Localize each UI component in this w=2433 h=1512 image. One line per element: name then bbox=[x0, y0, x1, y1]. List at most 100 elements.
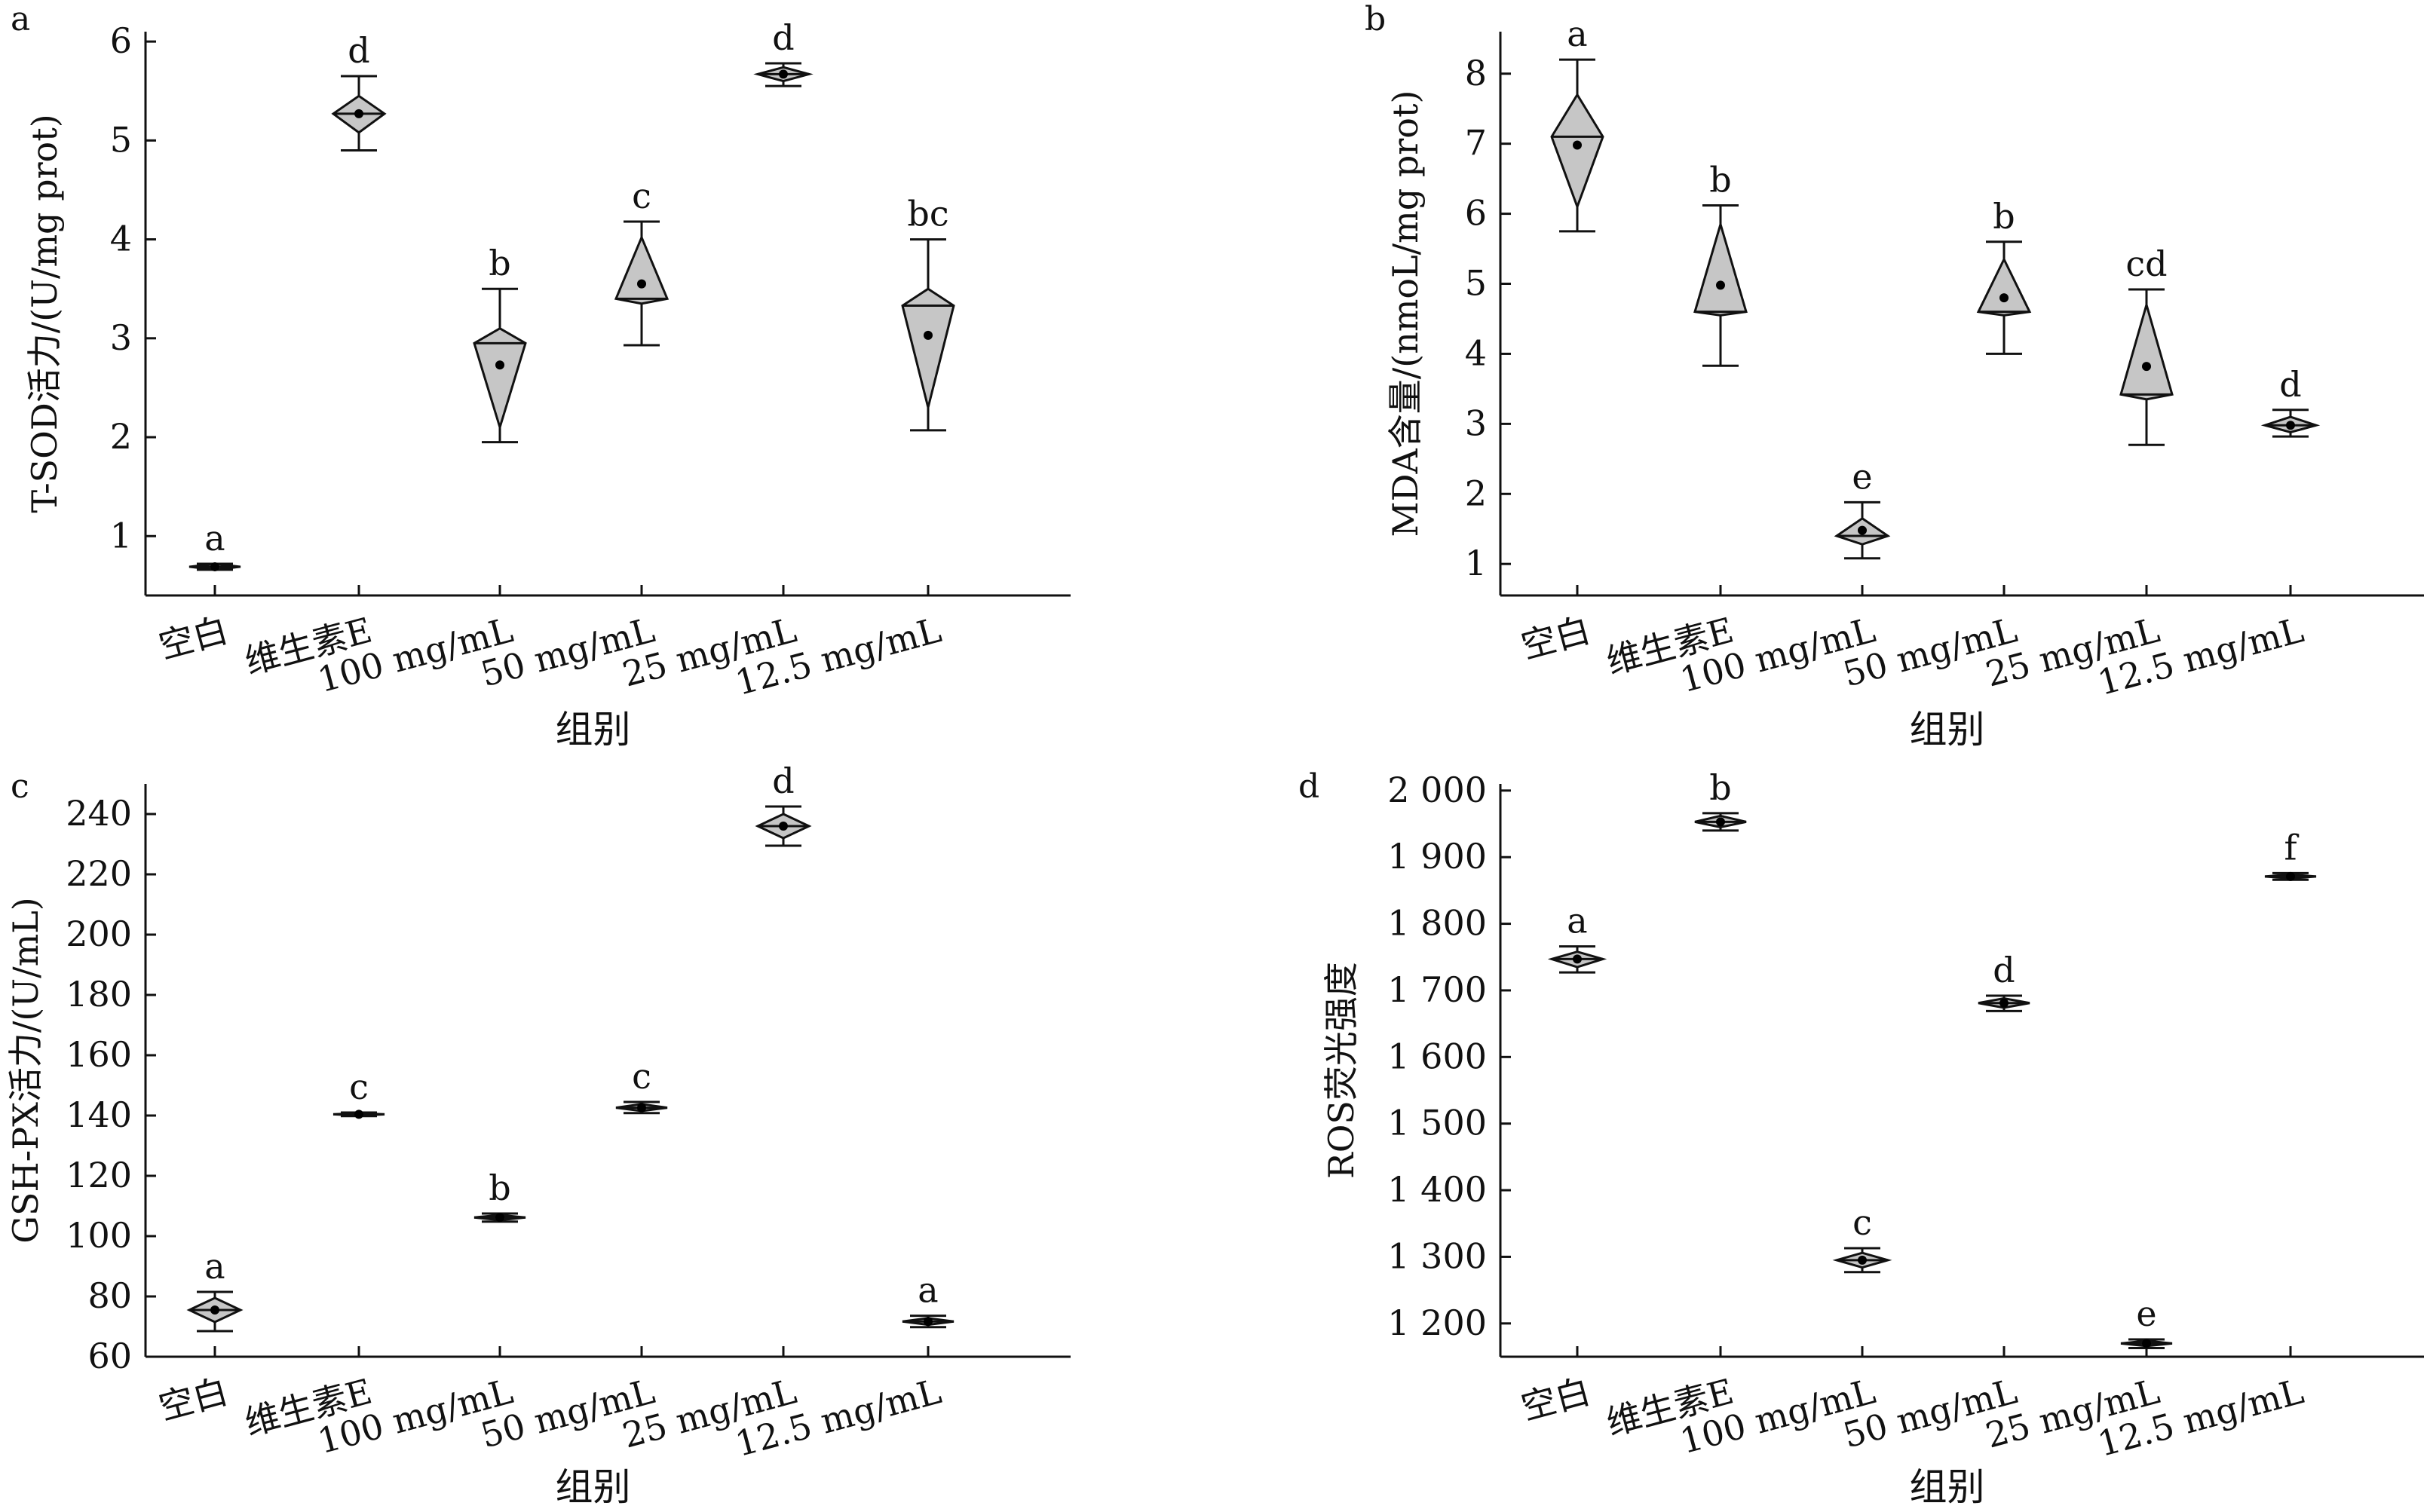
violin-body bbox=[2119, 300, 2174, 401]
y-tick-label: 160 bbox=[66, 1034, 132, 1075]
x-axis-label: 组别 bbox=[556, 1465, 631, 1509]
x-tick-label: 空白 bbox=[155, 609, 232, 666]
violin-body bbox=[473, 326, 527, 432]
violin-body bbox=[1976, 256, 2032, 317]
y-tick-label: 2 bbox=[1465, 473, 1487, 513]
significance-label: bc bbox=[907, 194, 948, 234]
mean-marker bbox=[924, 330, 933, 340]
mean-marker bbox=[495, 360, 504, 370]
significance-label: a bbox=[204, 1246, 225, 1287]
y-tick-label: 60 bbox=[87, 1336, 132, 1376]
mean-marker bbox=[637, 1103, 646, 1113]
significance-label: d bbox=[2279, 364, 2301, 405]
mean-marker bbox=[354, 1110, 363, 1119]
x-axis-label: 组别 bbox=[1910, 1465, 1985, 1509]
panel-label: b bbox=[1365, 0, 1386, 38]
y-axis-label: GSH-PX活力/(U/mL) bbox=[5, 897, 46, 1243]
mean-marker bbox=[495, 1213, 504, 1223]
violin-body bbox=[901, 287, 955, 409]
mean-marker bbox=[2286, 871, 2295, 881]
mean-marker bbox=[924, 1317, 933, 1327]
y-tick-label: 1 300 bbox=[1387, 1235, 1487, 1276]
significance-label: b bbox=[1709, 767, 1731, 808]
x-axis-label: 组别 bbox=[1910, 708, 1985, 751]
y-axis-label: T-SOD活力/(U/mg prot) bbox=[24, 114, 65, 513]
y-tick-label: 8 bbox=[1465, 53, 1487, 93]
mean-marker bbox=[1999, 998, 2009, 1008]
x-axis-label: 组别 bbox=[556, 708, 631, 751]
significance-label: a bbox=[1567, 14, 1587, 54]
y-tick-label: 200 bbox=[66, 914, 132, 954]
mean-marker bbox=[637, 279, 646, 289]
y-tick-label: 1 400 bbox=[1387, 1169, 1487, 1210]
mean-marker bbox=[1573, 954, 1582, 964]
y-tick-label: 80 bbox=[87, 1275, 132, 1316]
x-tick-label: 空白 bbox=[1517, 609, 1595, 666]
mean-marker bbox=[1858, 525, 1867, 535]
significance-label: d bbox=[1993, 950, 2015, 990]
panel-label: d bbox=[1298, 767, 1319, 806]
mean-marker bbox=[779, 69, 788, 79]
y-tick-label: 2 000 bbox=[1387, 770, 1487, 810]
y-tick-label: 3 bbox=[1465, 402, 1487, 443]
mean-marker bbox=[1858, 1255, 1867, 1265]
mean-marker bbox=[1999, 293, 2009, 303]
y-axis-label: ROS荧光强度 bbox=[1321, 962, 1362, 1179]
significance-label: e bbox=[2136, 1293, 2156, 1334]
y-tick-label: 6 bbox=[1465, 193, 1487, 234]
y-tick-label: 6 bbox=[110, 20, 132, 61]
y-tick-label: 5 bbox=[110, 119, 132, 160]
panel-d: d 1 200 1 300 1 400 1 500 1 600 1 700 1 800 1 90… bbox=[1298, 767, 2424, 1509]
y-tick-label: 140 bbox=[66, 1094, 132, 1135]
mean-marker bbox=[1716, 817, 1725, 827]
significance-label: c bbox=[349, 1067, 369, 1107]
y-tick-label: 1 bbox=[1465, 543, 1487, 583]
mean-marker bbox=[2142, 1339, 2151, 1348]
y-tick-label: 1 700 bbox=[1387, 969, 1487, 1010]
y-tick-label: 3 bbox=[110, 317, 132, 358]
y-tick-label: 7 bbox=[1465, 123, 1487, 164]
y-tick-label: 4 bbox=[1465, 332, 1487, 373]
mean-marker bbox=[1716, 280, 1725, 290]
mean-marker bbox=[2142, 362, 2151, 372]
violin-body bbox=[1693, 220, 1748, 317]
significance-label: b bbox=[489, 1168, 510, 1208]
y-tick-label: 220 bbox=[66, 853, 132, 894]
violin-body bbox=[1550, 92, 1604, 210]
significance-label: f bbox=[2284, 827, 2299, 868]
significance-label: c bbox=[632, 176, 651, 216]
violin-body bbox=[614, 234, 670, 305]
panel-label: c bbox=[11, 767, 29, 806]
significance-label: a bbox=[1567, 901, 1587, 941]
y-tick-label: 4 bbox=[110, 219, 132, 259]
significance-label: a bbox=[204, 518, 225, 559]
y-tick-label: 120 bbox=[66, 1155, 132, 1195]
panel-label: a bbox=[11, 0, 30, 38]
mean-marker bbox=[210, 1305, 219, 1315]
significance-label: b bbox=[489, 243, 510, 283]
y-tick-label: 180 bbox=[66, 974, 132, 1015]
significance-label: d bbox=[348, 30, 369, 71]
x-tick-label: 空白 bbox=[1517, 1370, 1595, 1428]
significance-label: b bbox=[1709, 159, 1731, 200]
mean-marker bbox=[1573, 140, 1582, 150]
mean-marker bbox=[779, 822, 788, 831]
significance-label: d bbox=[772, 761, 794, 801]
significance-label: cd bbox=[2125, 243, 2167, 284]
significance-label: e bbox=[1852, 456, 1872, 497]
mean-marker bbox=[2286, 421, 2295, 430]
mean-marker bbox=[210, 562, 219, 571]
y-tick-label: 1 800 bbox=[1387, 903, 1487, 944]
y-tick-label: 5 bbox=[1465, 263, 1487, 304]
significance-label: b bbox=[1993, 196, 2015, 237]
panel-c: c 60 80 100 120 140 160 180 200 220 240 GSH-PX活力/(U… bbox=[5, 761, 1071, 1509]
significance-label: c bbox=[1852, 1202, 1872, 1243]
y-tick-label: 1 600 bbox=[1387, 1036, 1487, 1076]
x-tick-label: 空白 bbox=[155, 1370, 232, 1428]
significance-label: a bbox=[918, 1270, 938, 1311]
y-tick-label: 240 bbox=[66, 793, 132, 834]
mean-marker bbox=[354, 109, 363, 118]
